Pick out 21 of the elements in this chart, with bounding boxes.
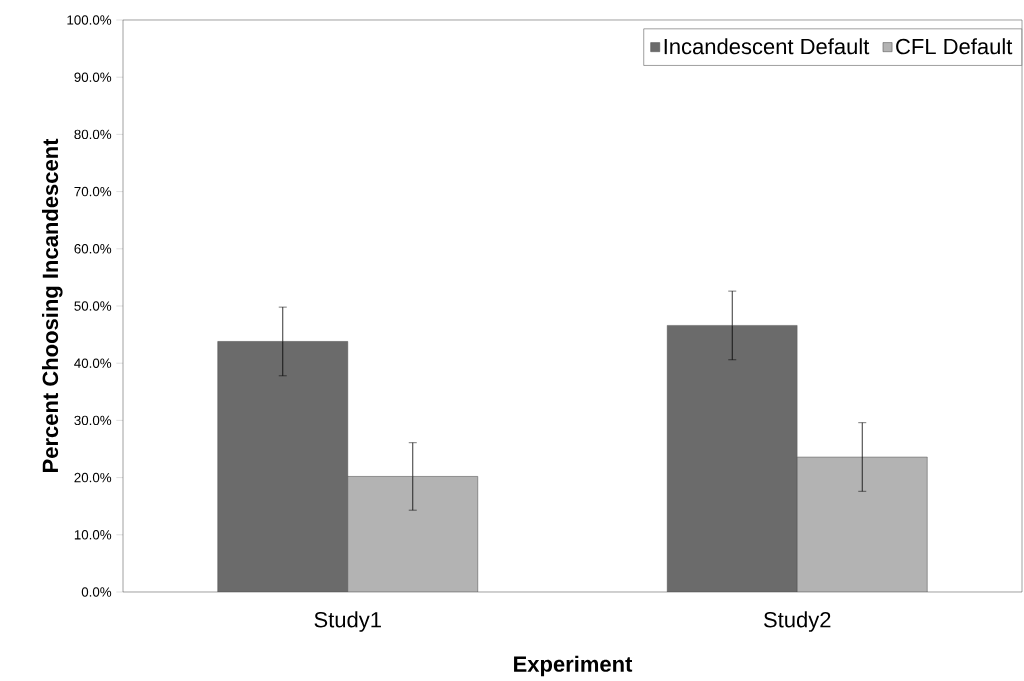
- bar: [347, 476, 479, 592]
- y-tick-label: 50.0%: [74, 301, 112, 311]
- y-tick-label: 70.0%: [74, 186, 112, 197]
- legend-label: CFL Default: [896, 38, 1013, 55]
- y-axis-title: Percent Choosing Incandescent: [41, 138, 63, 473]
- y-tick-label: 30.0%: [74, 415, 112, 426]
- bar: [796, 456, 928, 592]
- y-tick-label: 60.0%: [74, 244, 112, 254]
- x-tick-label: Study2: [764, 611, 831, 632]
- y-tick-label: 10.0%: [74, 530, 112, 540]
- bar: [217, 341, 349, 592]
- y-tick-label: 20.0%: [74, 472, 112, 483]
- y-tick-label: 100.0%: [67, 15, 112, 25]
- y-tick-label: 90.0%: [74, 72, 112, 82]
- y-tick-label: 0.0%: [81, 587, 112, 597]
- y-tick-label: 40.0%: [74, 358, 112, 368]
- bar: [666, 325, 798, 592]
- y-tick-label: 80.0%: [74, 129, 112, 140]
- x-tick-label: Study1: [314, 611, 381, 632]
- x-axis-title: Experiment: [514, 655, 633, 677]
- legend-label: Incandescent Default: [664, 38, 870, 55]
